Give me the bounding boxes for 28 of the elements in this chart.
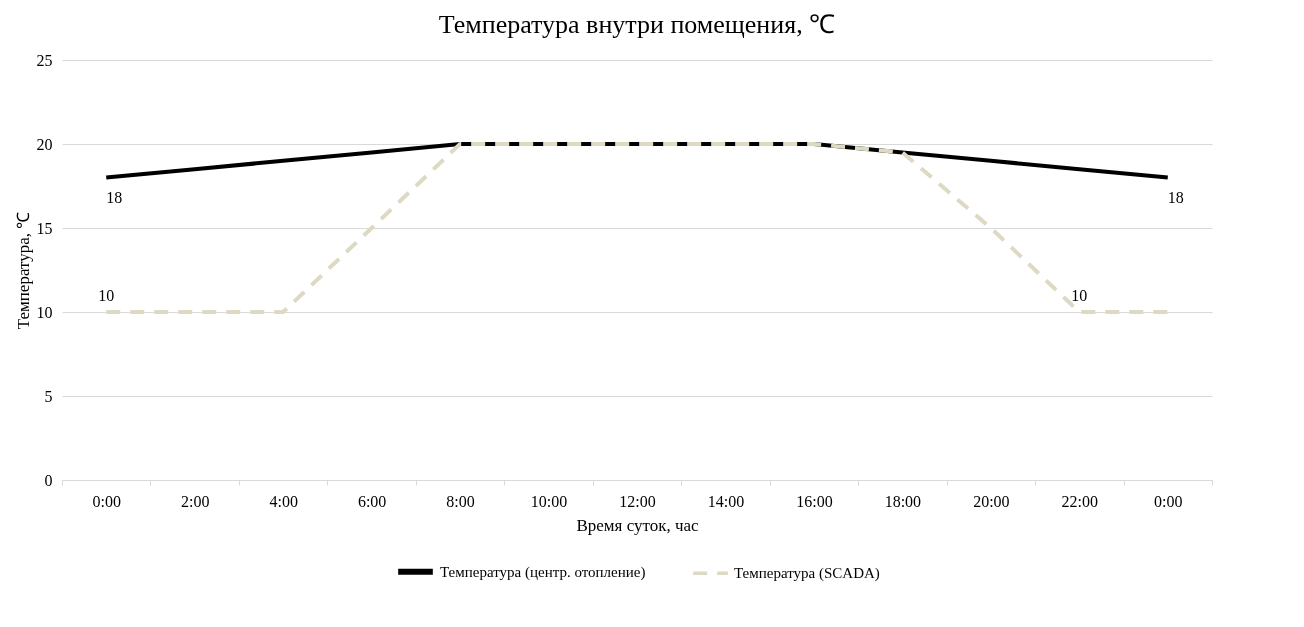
x-tick-label: 8:00 (446, 492, 475, 510)
legend-label: Температура (SCADA) (734, 565, 880, 583)
x-tick-label: 2:00 (180, 492, 210, 510)
chart-title: Температура внутри помещения, ℃ (438, 10, 836, 39)
data-label: 10 (1071, 287, 1088, 304)
x-tick-label: 0:00 (1154, 492, 1183, 510)
x-tick-label: 10:00 (530, 492, 568, 510)
x-tick-label: 4:00 (269, 492, 298, 510)
x-tick-label: 20:00 (973, 492, 1010, 510)
x-tick-label: 18:00 (884, 492, 922, 510)
data-label: 18 (1167, 188, 1184, 206)
x-tick-label: 12:00 (619, 492, 656, 510)
y-tick-label: 5 (44, 387, 53, 405)
legend-label: Температура (центр. отопление) (440, 563, 646, 581)
data-label: 10 (98, 287, 115, 304)
x-axis-title: Время суток, час (576, 515, 700, 535)
x-tick-label: 0:00 (92, 492, 121, 510)
x-tick-label: 6:00 (357, 492, 387, 510)
y-tick-label: 15 (36, 219, 53, 237)
y-axis-title: Температура, ℃ (13, 211, 33, 330)
x-tick-label: 14:00 (707, 492, 745, 510)
x-tick-label: 16:00 (796, 492, 833, 510)
data-label: 18 (106, 188, 123, 206)
y-tick-label: 20 (36, 135, 53, 153)
y-tick-label: 25 (36, 51, 53, 69)
y-tick-label: 10 (36, 303, 53, 321)
x-tick-label: 22:00 (1061, 492, 1099, 510)
y-tick-label: 0 (44, 471, 53, 489)
